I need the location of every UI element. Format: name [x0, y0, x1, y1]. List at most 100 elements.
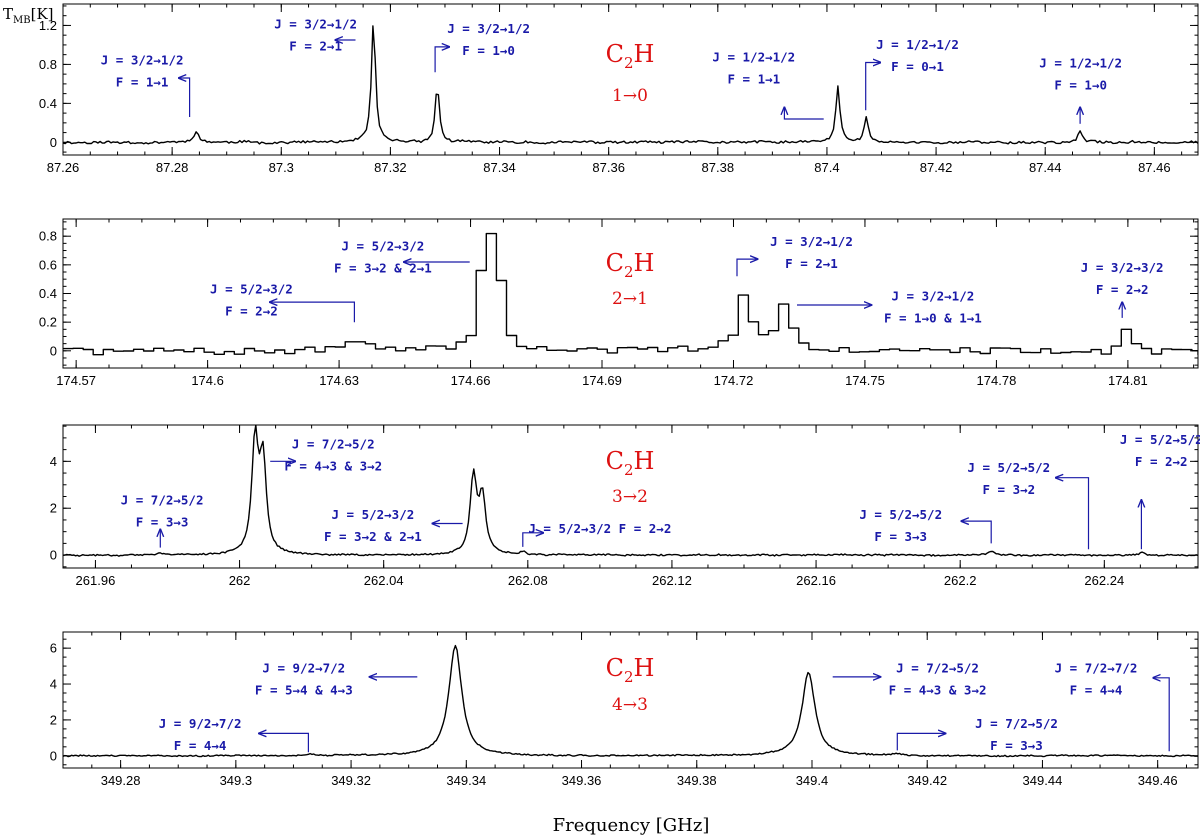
- spectrum-line: [63, 232, 1198, 356]
- annotation-f-label: F = 3→2: [982, 482, 1035, 497]
- transition-annotation: J = 5/2→5/2 F = 3→3: [859, 507, 992, 544]
- transition-annotation: J = 7/2→5/2 F = 3→3: [896, 716, 1058, 753]
- annotation-f-label: F = 3→3: [874, 529, 927, 544]
- transition-annotation: J = 7/2→5/2 F = 4→3 & 3→2: [270, 436, 382, 473]
- x-tick-label: 87.42: [920, 160, 953, 175]
- annotation-arrow: [522, 533, 544, 547]
- spectrum-line: [63, 425, 1198, 557]
- transition-label: 2→1: [612, 289, 648, 309]
- annotation-j-label: J = 3/2→1/2: [770, 234, 853, 249]
- x-tick-label: 87.46: [1138, 160, 1171, 175]
- plot-frame: [62, 631, 1199, 769]
- annotation-f-label: F = 3→3: [136, 515, 189, 530]
- transition-annotation: J = 5/2→3/2 F = 2→2: [210, 282, 355, 323]
- y-tick-label: 4: [50, 454, 57, 469]
- annotation-f-label: F = 4→4: [1070, 682, 1123, 697]
- transition-annotation: J = 3/2→1/2 F = 1→1: [101, 52, 191, 117]
- annotation-j-label: J = 3/2→1/2: [274, 16, 357, 31]
- spectrum-panel-2: 174.57 174.6 174.63 174.66 174.69 174.72 174.7…: [39, 218, 1199, 388]
- y-tick-label: 2: [50, 712, 57, 727]
- x-axis-label: Frequency [GHz]: [553, 815, 710, 836]
- x-tick-label: 262.24: [1084, 573, 1124, 588]
- transition-annotation: J = 1/2→1/2 F = 0→1: [865, 37, 959, 111]
- transition-annotation: J = 7/2→5/2 F = 4→3 & 3→2: [832, 660, 987, 697]
- annotation-arrow: [784, 107, 824, 120]
- spectrum-line: [63, 644, 1198, 758]
- x-tick-label: 349.3: [220, 773, 253, 788]
- annotation-j-label: J = 1/2→1/2: [876, 37, 959, 52]
- transition-annotation: J = 9/2→7/2 F = 4→4: [159, 716, 309, 753]
- annotation-arrow: [1153, 678, 1170, 752]
- spectrum-panel-1: 87.26 87.28 87.3 87.32 87.34 87.36 87.38 87.4 87…: [39, 3, 1199, 175]
- annotation-arrow: [961, 521, 992, 544]
- annotation-j-label: J = 1/2→1/2: [1039, 55, 1122, 70]
- transition-annotation: J = 5/2→5/2 F = 3→2: [967, 460, 1090, 550]
- annotation-f-label: F = 2→2: [225, 304, 278, 319]
- annotation-arrow: [1056, 478, 1090, 550]
- y-tick-label: 0.8: [39, 57, 57, 72]
- x-tick-label: 349.46: [1138, 773, 1178, 788]
- x-tick-label: 174.63: [319, 373, 359, 388]
- transition-annotation: J = 3/2→1/2 F = 1→0 & 1→1: [797, 289, 982, 326]
- annotation-f-label: F = 2→2: [1135, 454, 1188, 469]
- x-tick-label: 87.44: [1029, 160, 1062, 175]
- x-tick-label: 174.78: [977, 373, 1017, 388]
- annotation-f-label: F = 4→3 & 3→2: [284, 458, 382, 473]
- annotation-j-label: J = 5/2→5/2: [859, 507, 942, 522]
- x-tick-label: 174.66: [451, 373, 491, 388]
- spectrum-panel-4: 349.28 349.3 349.32 349.34 349.36 349.38 349.4…: [50, 631, 1199, 788]
- annotation-f-label: F = 4→3 & 3→2: [889, 682, 987, 697]
- x-tick-label: 349.4: [796, 773, 829, 788]
- x-tick-label: 349.32: [331, 773, 371, 788]
- annotation-j-label: J = 3/2→1/2: [891, 289, 974, 304]
- y-tick-label: 0.4: [39, 96, 57, 111]
- annotation-j-label: J = 5/2→3/2: [342, 239, 425, 254]
- annotation-j-label: J = 5/2→3/2 F = 2→2: [528, 521, 671, 536]
- spectrum-line: [63, 25, 1198, 145]
- annotation-f-label: F = 5→4 & 4→3: [255, 682, 353, 697]
- y-tick-label: 0: [50, 343, 57, 358]
- annotation-j-label: J = 9/2→7/2: [262, 660, 345, 675]
- y-tick-label: 4: [50, 677, 57, 692]
- annotation-f-label: F = 1→1: [116, 74, 169, 89]
- annotation-arrow: [736, 259, 758, 277]
- annotation-f-label: F = 1→0: [462, 43, 515, 58]
- x-tick-label: 174.6: [191, 373, 224, 388]
- transition-annotation: J = 5/2→3/2 F = 3→2 & 2→1: [334, 239, 470, 276]
- y-tick-label: 2: [50, 501, 57, 516]
- annotation-f-label: F = 2→2: [1096, 282, 1149, 297]
- annotation-f-label: F = 3→3: [990, 738, 1043, 753]
- molecule-label: C2H: [606, 40, 655, 72]
- annotation-j-label: J = 5/2→3/2: [331, 507, 414, 522]
- x-tick-label: 87.4: [814, 160, 839, 175]
- transition-annotation: J = 3/2→1/2 F = 2→1: [274, 16, 357, 53]
- y-tick-label: 0.6: [39, 257, 57, 272]
- annotation-f-label: F = 1→0 & 1→1: [884, 311, 982, 326]
- transition-annotation: J = 9/2→7/2 F = 5→4 & 4→3: [255, 660, 418, 697]
- x-tick-label: 262.16: [796, 573, 836, 588]
- annotation-j-label: J = 7/2→5/2: [975, 716, 1058, 731]
- transition-label: 3→2: [612, 487, 648, 507]
- x-tick-label: 262.12: [652, 573, 692, 588]
- molecule-label: C2H: [606, 447, 655, 479]
- annotation-arrow: [259, 733, 309, 753]
- annotation-f-label: F = 3→2 & 2→1: [324, 529, 422, 544]
- annotation-j-label: J = 5/2→5/2: [1120, 432, 1200, 447]
- transition-label: 4→3: [612, 695, 648, 715]
- x-tick-label: 174.81: [1108, 373, 1148, 388]
- y-axis-label: TMB[K]: [3, 5, 54, 26]
- annotation-j-label: J = 3/2→1/2: [101, 52, 184, 67]
- molecule-label: C2H: [606, 654, 655, 686]
- annotation-arrow: [434, 47, 449, 73]
- annotation-j-label: J = 9/2→7/2: [159, 716, 242, 731]
- annotation-f-label: F = 3→2 & 2→1: [334, 261, 432, 276]
- annotation-j-label: J = 7/2→5/2: [121, 493, 204, 508]
- annotation-j-label: J = 1/2→1/2: [712, 49, 795, 64]
- annotation-arrow: [896, 733, 945, 751]
- transition-label: 1→0: [612, 86, 648, 106]
- y-tick-label: 0.2: [39, 315, 57, 330]
- x-tick-label: 262.04: [364, 573, 404, 588]
- annotation-f-label: F = 1→1: [727, 71, 780, 86]
- y-tick-label: 0: [50, 748, 57, 763]
